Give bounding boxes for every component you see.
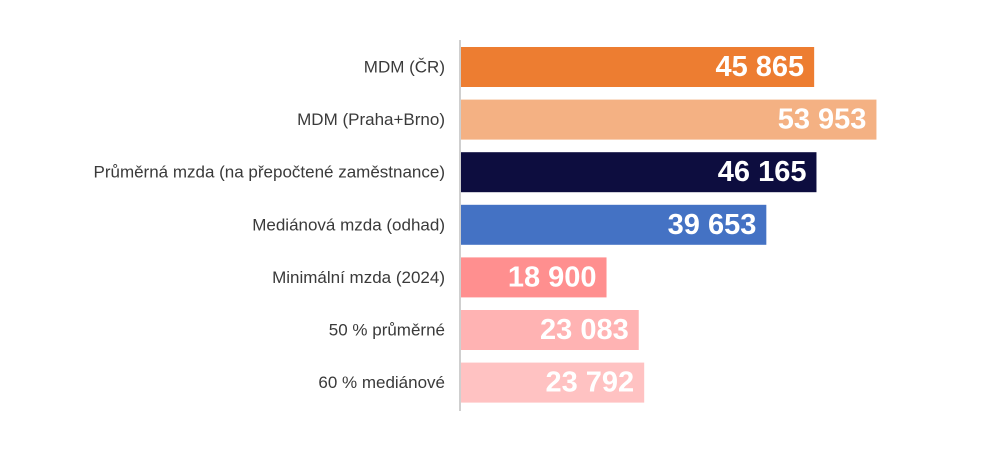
bar-value-label: 53 953 [778, 104, 867, 136]
category-label: Mediánová mzda (odhad) [252, 215, 445, 234]
bar [461, 99, 877, 140]
labels-layer: 45 865 MDM (ČR) 53 953 MDM (Praha+Brno) 46 1… [93, 51, 866, 399]
bars-layer [461, 47, 877, 403]
bar [461, 362, 645, 403]
category-label: Minimální mzda (2024) [272, 268, 445, 287]
bar [461, 310, 639, 350]
category-label: Průměrná mzda (na přepočtené zaměstnance… [93, 163, 445, 182]
bar [461, 257, 607, 298]
category-label: 60 % mediánové [318, 373, 445, 392]
bar-value-label: 39 653 [668, 209, 757, 241]
category-label: MDM (ČR) [364, 58, 445, 77]
category-label: 50 % průměrné [329, 321, 445, 340]
bar-value-label: 45 865 [715, 51, 804, 83]
bar-value-label: 18 900 [508, 261, 597, 293]
bar-value-label: 46 165 [718, 156, 807, 188]
bar [461, 47, 815, 87]
bar [461, 152, 817, 193]
category-label: MDM (Praha+Brno) [297, 110, 445, 129]
bar-value-label: 23 792 [545, 367, 634, 399]
bar-value-label: 23 083 [540, 314, 629, 346]
bar [461, 204, 767, 245]
